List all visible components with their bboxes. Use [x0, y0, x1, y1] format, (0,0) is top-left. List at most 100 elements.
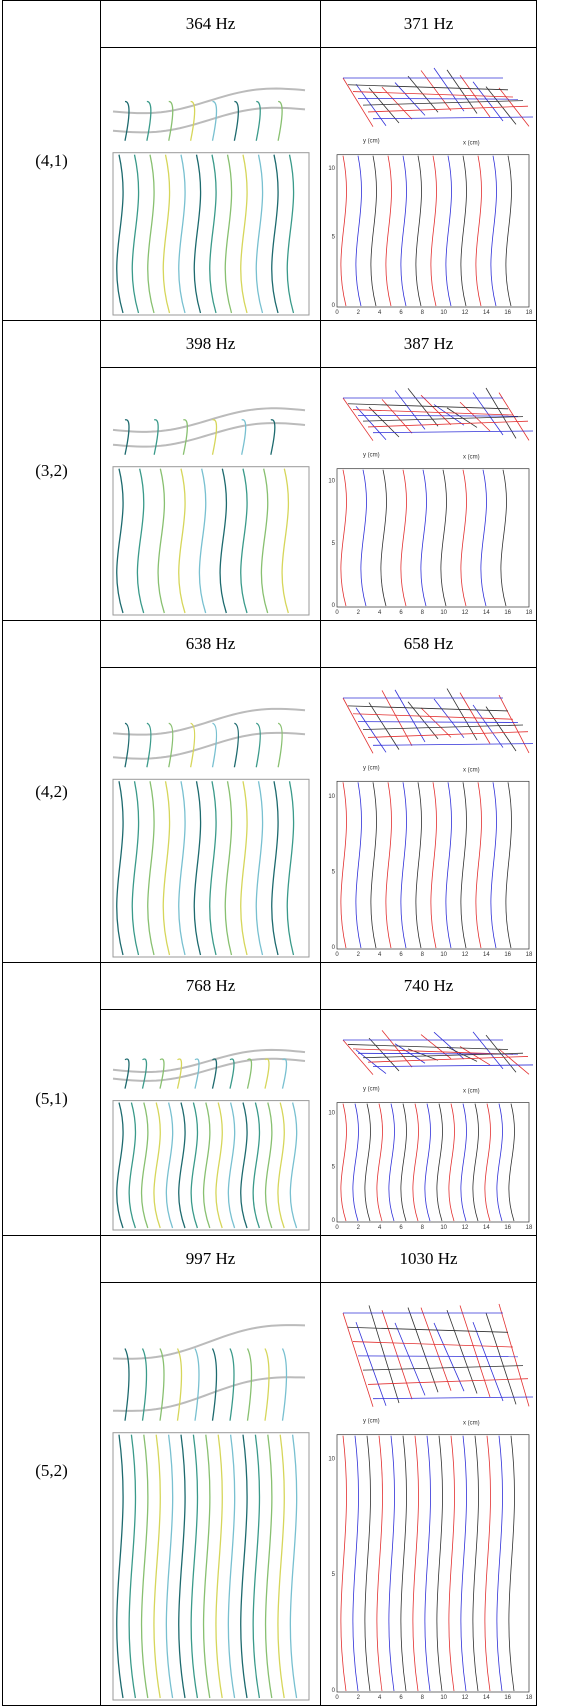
header-row: (4,1)364 Hz371 Hz — [3, 1, 537, 48]
mesh-line — [369, 702, 399, 749]
x-tick-label: 16 — [504, 1695, 511, 1701]
x-tick-label: 2 — [356, 610, 360, 616]
mesh-line — [358, 98, 518, 99]
mesh-line — [358, 1355, 518, 1356]
fem-plot — [105, 370, 317, 619]
contour-line — [460, 469, 466, 605]
contour-line — [340, 1435, 346, 1690]
mesh-line — [348, 403, 508, 408]
contour-line — [203, 1434, 209, 1697]
contour-line — [271, 154, 277, 312]
mesh-line — [373, 743, 533, 745]
contour-line — [496, 1435, 502, 1690]
fem-plot — [105, 50, 317, 319]
contour-line — [153, 1434, 159, 1697]
axis-label: y (cm) — [363, 1086, 380, 1092]
contour-line — [376, 1103, 382, 1220]
x-tick-label: 16 — [504, 610, 511, 616]
mesh-line — [353, 409, 513, 414]
image-cell — [101, 48, 321, 321]
contour-line — [177, 1348, 181, 1420]
mode-cell: (5,2) — [3, 1236, 101, 1706]
contour-line — [261, 468, 267, 612]
contour-line — [352, 1435, 358, 1690]
contour-line — [508, 1103, 514, 1220]
contour-line — [166, 1434, 172, 1697]
contour-line — [225, 154, 231, 312]
contour-line — [146, 723, 150, 767]
image-cell: y (cm)x (cm)0246810121416180510 — [321, 668, 537, 963]
fem-plot — [105, 670, 317, 961]
x-tick-label: 0 — [335, 310, 339, 316]
contour-line — [490, 155, 496, 305]
contour-line — [460, 782, 466, 948]
contour-line — [480, 469, 486, 605]
contour-line — [436, 1435, 442, 1690]
matlab-plot: y (cm)x (cm)0246810121416180510 — [323, 1285, 535, 1704]
contour-line — [195, 1348, 199, 1420]
contour-line — [430, 155, 436, 305]
contour-line — [448, 1435, 454, 1690]
page: (4,1)364 Hz371 Hzy (cm)x (cm)02468101214… — [0, 0, 584, 1708]
y-tick-label: 0 — [331, 303, 335, 309]
x-tick-label: 10 — [440, 1695, 447, 1701]
x-tick-label: 14 — [482, 1695, 489, 1701]
contour-line — [194, 154, 200, 312]
y-tick-label: 10 — [328, 1110, 335, 1116]
x-tick-label: 2 — [356, 952, 360, 958]
x-tick-label: 6 — [399, 1695, 403, 1701]
contour-line — [376, 1435, 382, 1690]
contour-line — [287, 154, 293, 312]
x-tick-label: 4 — [377, 1695, 381, 1701]
mesh-line — [460, 1305, 490, 1397]
contour-line — [277, 1434, 283, 1697]
contour-line — [228, 1434, 234, 1697]
x-tick-label: 2 — [356, 1225, 360, 1231]
contour-line — [282, 1058, 286, 1088]
x-tick-label: 12 — [461, 1225, 468, 1231]
contour-line — [247, 1058, 251, 1088]
contour-line — [472, 1103, 478, 1220]
contour-line — [194, 781, 200, 955]
x-tick-label: 10 — [440, 310, 447, 316]
x-tick-label: 12 — [461, 310, 468, 316]
y-tick-label: 0 — [331, 603, 335, 609]
image-cell: y (cm)x (cm)0246810121416180510 — [321, 368, 537, 621]
contour-line — [125, 1058, 129, 1088]
mesh-line — [348, 84, 508, 89]
contour-line — [430, 782, 436, 948]
contour-line — [448, 1103, 454, 1220]
contour-line — [355, 782, 361, 948]
frequency-cell: 1030 Hz — [321, 1236, 537, 1283]
contour-line — [178, 154, 184, 312]
contour-line — [256, 723, 260, 767]
contour-line — [385, 782, 391, 948]
contour-line — [400, 469, 406, 605]
header-row: (4,2)638 Hz658 Hz — [3, 621, 537, 668]
axis-label: x (cm) — [463, 454, 480, 460]
contour-line — [147, 154, 153, 312]
contour-line — [203, 1102, 209, 1227]
x-tick-label: 0 — [335, 1695, 339, 1701]
contour-line — [340, 155, 346, 305]
image-cell — [101, 1010, 321, 1236]
contour-line — [228, 1102, 234, 1227]
contour-line — [125, 723, 129, 767]
x-tick-label: 16 — [504, 1225, 511, 1231]
mesh-line — [408, 1307, 438, 1392]
x-tick-label: 6 — [399, 310, 403, 316]
x-tick-label: 8 — [420, 952, 424, 958]
mesh-line — [373, 431, 533, 433]
frequency-cell: 398 Hz — [101, 321, 321, 368]
x-tick-label: 16 — [504, 310, 511, 316]
x-tick-label: 12 — [461, 610, 468, 616]
contour-line — [287, 781, 293, 955]
panel-edge — [113, 1325, 305, 1411]
y-tick-label: 5 — [331, 1164, 335, 1170]
fem-plot — [105, 1012, 317, 1234]
contour-line — [253, 1102, 259, 1227]
axis-label: y (cm) — [363, 1418, 380, 1424]
contour-line — [400, 1435, 406, 1690]
